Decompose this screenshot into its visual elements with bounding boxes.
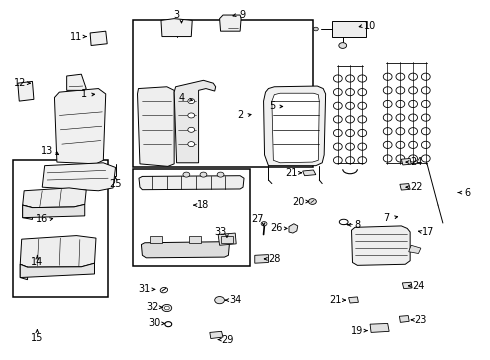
Text: 16: 16	[36, 215, 49, 224]
Polygon shape	[23, 205, 32, 220]
Polygon shape	[150, 235, 162, 243]
Polygon shape	[264, 86, 326, 166]
Text: 34: 34	[229, 295, 242, 305]
Circle shape	[188, 113, 195, 118]
Text: 13: 13	[41, 146, 53, 156]
Bar	[133, 169, 250, 266]
Polygon shape	[399, 316, 409, 322]
Text: 25: 25	[109, 179, 122, 189]
Text: 24: 24	[410, 157, 422, 167]
Polygon shape	[42, 163, 116, 191]
Circle shape	[261, 222, 267, 226]
Bar	[13, 160, 108, 297]
Polygon shape	[161, 19, 192, 37]
Polygon shape	[23, 204, 85, 218]
Polygon shape	[142, 242, 229, 258]
Text: 5: 5	[269, 102, 275, 112]
Text: 7: 7	[384, 213, 390, 222]
Circle shape	[200, 172, 207, 177]
Text: 26: 26	[270, 224, 283, 233]
Polygon shape	[272, 93, 319, 163]
Polygon shape	[18, 81, 34, 101]
Text: 33: 33	[215, 227, 227, 237]
Polygon shape	[23, 188, 86, 208]
Circle shape	[188, 127, 195, 132]
Text: 18: 18	[197, 200, 210, 210]
Polygon shape	[402, 282, 412, 289]
Polygon shape	[401, 158, 411, 165]
Text: 24: 24	[412, 281, 425, 291]
Polygon shape	[139, 176, 244, 190]
Text: 27: 27	[251, 215, 264, 224]
Text: 6: 6	[464, 188, 470, 198]
Polygon shape	[174, 80, 216, 163]
Polygon shape	[20, 235, 96, 267]
Text: 30: 30	[148, 319, 161, 328]
Text: 9: 9	[240, 10, 245, 20]
Circle shape	[162, 305, 172, 312]
Text: 21: 21	[285, 168, 297, 178]
Circle shape	[339, 42, 346, 48]
Polygon shape	[189, 235, 201, 243]
Text: 3: 3	[173, 10, 180, 20]
Circle shape	[188, 99, 195, 104]
Polygon shape	[370, 323, 389, 332]
Text: 15: 15	[31, 333, 44, 343]
Text: 19: 19	[351, 325, 364, 336]
Polygon shape	[348, 297, 358, 303]
Text: 28: 28	[268, 254, 280, 264]
Text: 21: 21	[329, 295, 342, 305]
Text: 23: 23	[415, 315, 427, 325]
Circle shape	[314, 27, 318, 31]
Text: 14: 14	[31, 257, 44, 267]
Polygon shape	[20, 264, 27, 280]
Circle shape	[188, 141, 195, 147]
Bar	[332, 22, 366, 37]
Polygon shape	[67, 74, 86, 90]
Circle shape	[164, 306, 169, 310]
Text: 10: 10	[364, 21, 376, 31]
Polygon shape	[54, 89, 106, 164]
Circle shape	[309, 199, 317, 204]
Polygon shape	[210, 331, 223, 338]
Polygon shape	[303, 170, 316, 176]
Polygon shape	[20, 263, 95, 278]
Text: 1: 1	[81, 89, 87, 99]
Bar	[133, 21, 314, 167]
Polygon shape	[351, 226, 410, 265]
Text: 8: 8	[354, 220, 361, 230]
Polygon shape	[218, 233, 236, 245]
Polygon shape	[289, 224, 298, 233]
Polygon shape	[400, 184, 410, 190]
Polygon shape	[138, 87, 174, 166]
Circle shape	[215, 297, 224, 304]
Text: 2: 2	[237, 111, 243, 121]
Text: 29: 29	[221, 334, 234, 345]
Text: 4: 4	[178, 93, 185, 103]
Polygon shape	[255, 255, 269, 263]
Text: 32: 32	[146, 302, 158, 312]
Text: 17: 17	[422, 227, 435, 237]
Circle shape	[217, 172, 224, 177]
Polygon shape	[409, 245, 421, 253]
Text: 22: 22	[410, 182, 422, 192]
Polygon shape	[220, 15, 241, 31]
Polygon shape	[90, 31, 107, 45]
Text: 11: 11	[70, 32, 82, 41]
Text: 31: 31	[139, 284, 151, 294]
Text: 12: 12	[14, 78, 26, 88]
Polygon shape	[220, 235, 233, 243]
Text: 20: 20	[293, 197, 305, 207]
Circle shape	[183, 172, 190, 177]
